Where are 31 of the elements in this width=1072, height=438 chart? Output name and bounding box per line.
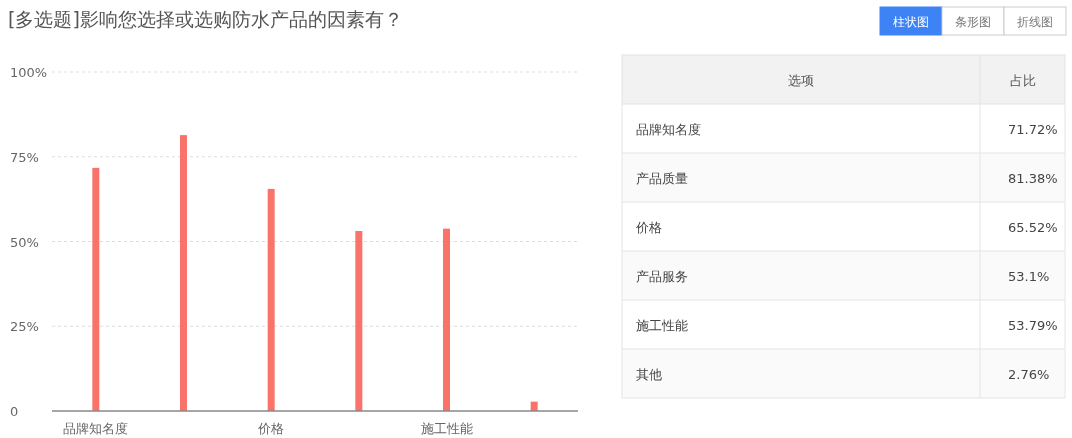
bar (180, 135, 187, 411)
bar (92, 167, 100, 411)
text: 折线图 (1017, 15, 1053, 29)
x-tick-label: 施工性能 (420, 421, 473, 436)
category-label: 其他 (636, 366, 662, 382)
category-label: 价格 (635, 219, 662, 235)
chart-title: [多选题]影响您选择或选购防水产品的因素有？ (8, 8, 403, 30)
y-tick-label: 25% (10, 319, 39, 335)
text: 71.72% (1008, 121, 1058, 137)
bar (355, 230, 363, 411)
category-label: 产品服务 (636, 268, 688, 284)
bar (443, 228, 450, 411)
text: 53.1% (1008, 268, 1050, 284)
bar (267, 188, 275, 411)
text: 占比 (1009, 72, 1036, 88)
text: 选项 (788, 72, 814, 88)
text: 2.76% (1008, 366, 1050, 382)
y-tick-label: 50% (10, 234, 39, 250)
text: 柱状图 (893, 15, 929, 29)
category-label: 施工性能 (636, 317, 688, 333)
y-tick-label: 100% (10, 65, 48, 80)
text: 53.79% (1008, 317, 1058, 333)
y-tick-label: 0 (10, 404, 19, 419)
text: 条形图 (955, 15, 991, 29)
text: 81.38% (1008, 170, 1058, 186)
category-label: 品牌知名度 (636, 121, 701, 137)
text: 65.52% (1008, 219, 1058, 235)
x-tick-label: 品牌知名度 (63, 421, 129, 436)
x-tick-label: 价格 (257, 421, 285, 436)
y-tick-label: 75% (10, 149, 39, 165)
category-label: 产品质量 (636, 170, 688, 186)
